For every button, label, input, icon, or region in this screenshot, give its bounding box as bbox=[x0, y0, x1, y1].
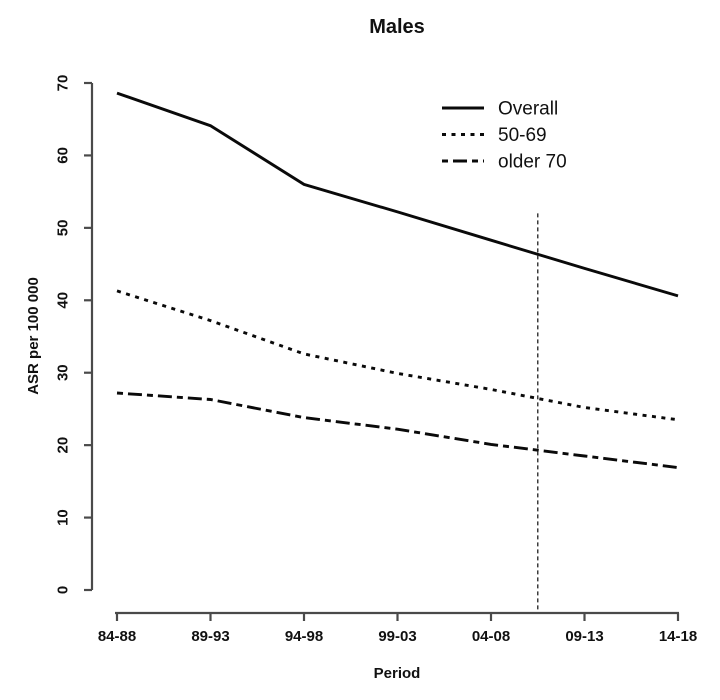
y-tick-label: 60 bbox=[55, 147, 72, 164]
y-tick-label: 30 bbox=[55, 364, 72, 381]
legend-label-older-70: older 70 bbox=[498, 152, 567, 173]
x-tick-label: 14-18 bbox=[659, 628, 697, 645]
series-line-overall bbox=[116, 91, 679, 298]
y-tick-label: 20 bbox=[55, 437, 72, 454]
legend: Overall 50-69 older 70 bbox=[442, 99, 567, 173]
x-tick-label: 94-98 bbox=[285, 628, 323, 645]
y-tick-label: 50 bbox=[55, 220, 72, 237]
legend-label-overall: Overall bbox=[498, 99, 558, 120]
legend-label-50-69: 50-69 bbox=[498, 125, 547, 146]
x-axis-label: Period bbox=[374, 665, 421, 682]
x-tick-label: 89-93 bbox=[191, 628, 229, 645]
y-axis-label: ASR per 100 000 bbox=[25, 277, 42, 395]
chart-title: Males bbox=[369, 16, 425, 38]
y-tick-label: 40 bbox=[55, 292, 72, 309]
x-tick-label: 04-08 bbox=[472, 628, 510, 645]
data-series bbox=[116, 91, 679, 470]
y-tick-label: 70 bbox=[55, 75, 72, 92]
x-axis: 84-88 89-93 94-98 99-03 04-08 09-13 14-18 bbox=[98, 611, 697, 645]
series-line-older-70 bbox=[116, 391, 679, 470]
y-tick-label: 0 bbox=[55, 586, 72, 594]
x-tick-label: 84-88 bbox=[98, 628, 136, 645]
series-line-50-69 bbox=[116, 289, 679, 422]
x-tick-label: 09-13 bbox=[565, 628, 603, 645]
y-tick-label: 10 bbox=[55, 509, 72, 526]
x-tick-label: 99-03 bbox=[378, 628, 416, 645]
y-axis: 0 10 20 30 40 50 60 70 bbox=[55, 75, 94, 594]
